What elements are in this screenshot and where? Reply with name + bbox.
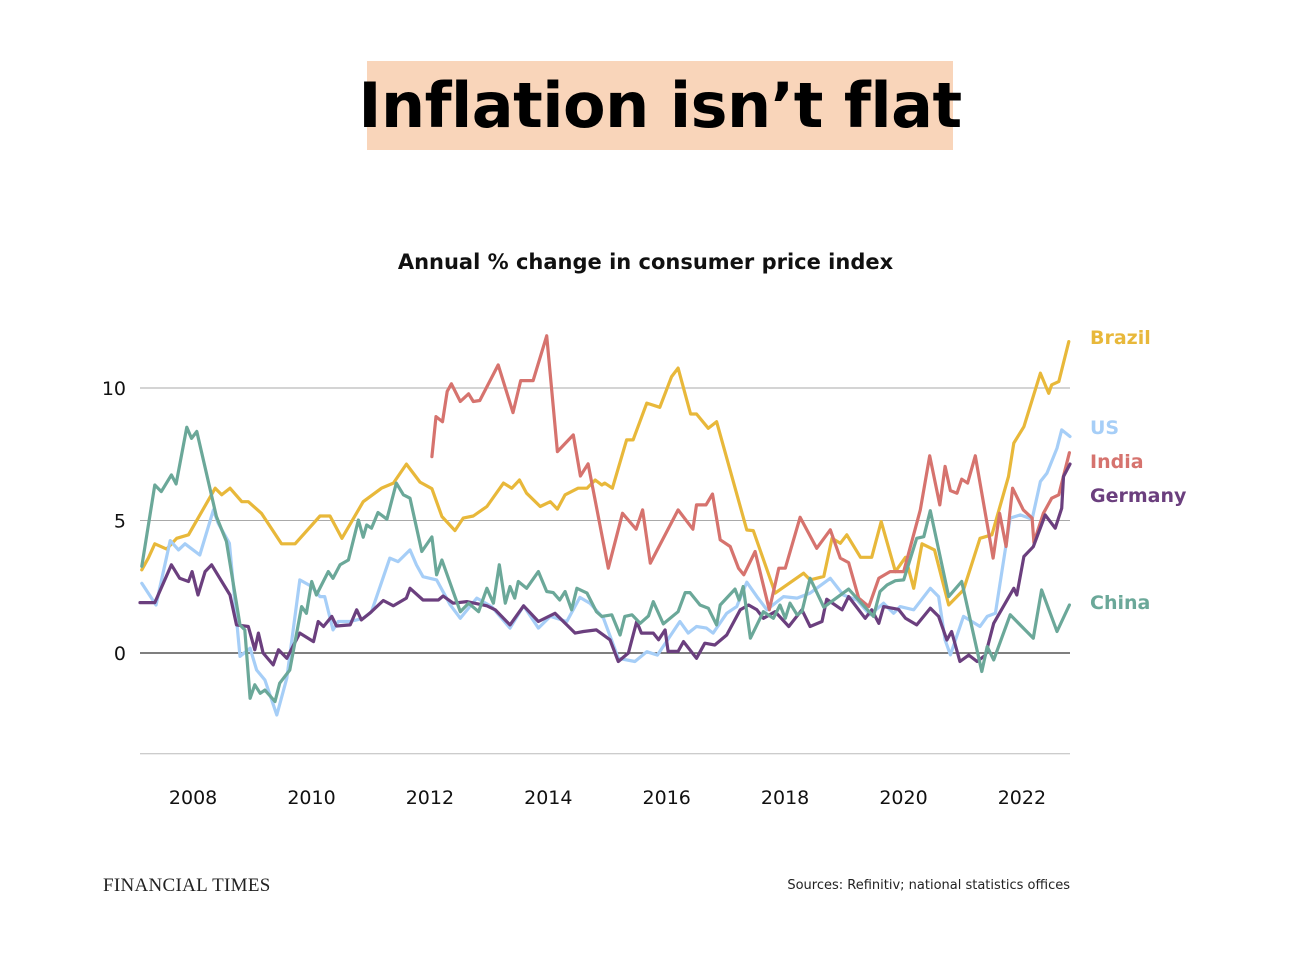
y-tick-label: 0 bbox=[114, 643, 126, 665]
x-tick-label: 2020 bbox=[879, 787, 927, 809]
x-tick-label: 2012 bbox=[406, 787, 454, 809]
x-tick-label: 2018 bbox=[761, 787, 809, 809]
series-line-us bbox=[140, 428, 1072, 717]
headline: Inflation isn’t flat bbox=[358, 61, 962, 150]
series-labels: Brazil US India Germany China bbox=[1090, 327, 1187, 614]
x-tick-label: 2010 bbox=[287, 787, 335, 809]
gridlines bbox=[140, 387, 1070, 755]
series-line-brazil bbox=[140, 340, 1071, 607]
series-line-germany bbox=[138, 462, 1072, 667]
y-tick-label: 10 bbox=[102, 378, 126, 400]
series-label-us: US bbox=[1090, 417, 1119, 439]
x-tick-label: 2014 bbox=[524, 787, 572, 809]
y-tick-label: 5 bbox=[114, 511, 126, 533]
series-line-india bbox=[430, 334, 1072, 612]
x-tick-label: 2016 bbox=[643, 787, 691, 809]
y-axis-ticks: 0 5 10 bbox=[102, 378, 126, 665]
x-tick-label: 2008 bbox=[169, 787, 217, 809]
series-label-brazil: Brazil bbox=[1090, 327, 1151, 349]
x-axis-ticks: 2008 2010 2012 2014 2016 2018 2020 2022 bbox=[169, 787, 1046, 809]
source-note: Sources: Refinitiv; national statistics … bbox=[787, 878, 1070, 893]
x-tick-label: 2022 bbox=[998, 787, 1046, 809]
ft-logo: FINANCIAL TIMES bbox=[103, 875, 271, 896]
chart-title: Annual % change in consumer price index bbox=[397, 250, 894, 274]
series-label-india: India bbox=[1090, 451, 1144, 473]
series-line-china bbox=[140, 425, 1072, 704]
series-label-germany: Germany bbox=[1090, 485, 1187, 507]
series-lines bbox=[138, 334, 1072, 717]
series-label-china: China bbox=[1090, 592, 1150, 614]
